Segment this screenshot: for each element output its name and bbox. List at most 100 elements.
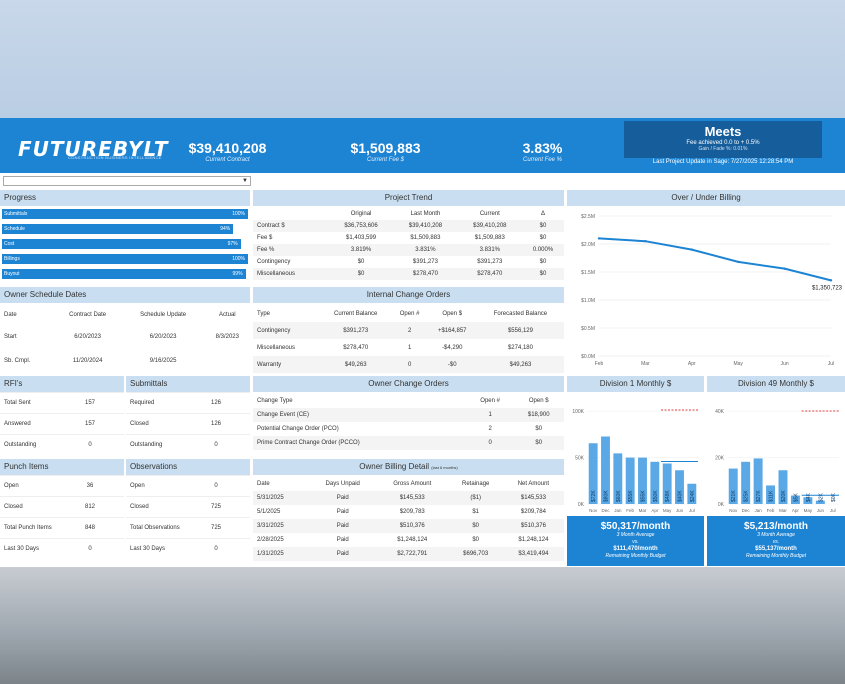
table-row: Fee $ $1,403,599 $1,509,883 $1,509,883 $0 (253, 232, 564, 244)
bar-value-label: $48K (665, 490, 671, 502)
table-cell: Miscellaneous (253, 268, 329, 280)
bar-value-label: $24K (690, 490, 696, 502)
table-header: Type (257, 310, 271, 317)
table-cell: $39,410,208 (393, 220, 458, 232)
progress-bar-fill: Buyout 99% (2, 269, 246, 279)
data-point (737, 260, 740, 264)
observations-panel: Observations Open 0 Closed 725 Total Obser… (126, 459, 250, 565)
y-tick-label: $1.5M (581, 270, 595, 276)
y-tick-label: $0.0M (581, 354, 595, 360)
table-row: Start 6/20/2023 6/20/2023 8/3/2023 (0, 325, 250, 349)
bar-value-label: $60K (616, 490, 622, 502)
billing-title: Owner Billing Detail (359, 462, 430, 471)
kpi-label: Current Fee % (522, 157, 562, 163)
table-cell: Fee $ (257, 235, 273, 241)
x-tick-label: Feb (595, 361, 604, 367)
item-value: 157 (84, 421, 95, 427)
punch-list: Open 36 Closed 812 Total Punch Items 848 La… (0, 475, 124, 559)
table-row: Miscellaneous $0 $278,470 $278,470 $0 (253, 268, 564, 280)
table-cell: 1/31/2025 (253, 547, 310, 561)
table-row: 5/31/2025 Paid $145,533 ($1) $145,533 (253, 491, 564, 505)
table-header: Retainage (462, 481, 490, 487)
x-tick-label: May (804, 508, 813, 513)
y-tick-label: $0.5M (581, 326, 595, 332)
table-cell: $1,509,883 (410, 235, 441, 241)
y-tick-label: 50K (575, 456, 585, 462)
panel-title: Owner Change Orders (253, 376, 564, 392)
list-item: Closed 126 (126, 413, 250, 434)
item-value: 157 (84, 400, 95, 406)
table-cell: $49,263 (319, 356, 392, 373)
item-label: Closed (4, 504, 23, 510)
project-trend-panel: Project Trend Original Last Month Current Δ… (253, 190, 564, 285)
submittals-list: Required 126 Closed 126 Outstanding 0 (126, 392, 250, 455)
x-tick-label: Mar (779, 508, 787, 513)
x-tick-label: Jan (614, 508, 622, 513)
item-label: Closed (130, 421, 149, 427)
over-under-panel: Over / Under Billing $2.5M $2.0M $1.5M $1.0… (567, 190, 845, 372)
x-tick-label: Jan (754, 508, 762, 513)
table-header: Current (479, 211, 500, 217)
panel-title: Owner Schedule Dates (0, 287, 250, 303)
item-value: 0 (88, 442, 92, 448)
submittals-panel: Submittals Required 126 Closed 126 Outstan… (126, 376, 250, 456)
x-tick-label: Mar (641, 361, 650, 367)
table-cell: Fee % (253, 244, 329, 256)
table-cell: $49,263 (476, 356, 564, 373)
x-tick-label: Feb (767, 508, 775, 513)
div49-remaining: $55,137/month (755, 546, 797, 552)
table-cell (205, 349, 250, 373)
bar-value-label: $4K (806, 492, 812, 502)
project-select[interactable]: ▼ (3, 176, 251, 186)
x-tick-label: Jun (676, 508, 684, 513)
item-label: Total Punch Items (4, 525, 52, 531)
table-cell: 8/3/2023 (215, 334, 239, 340)
bar-value-label: $11K (769, 490, 775, 502)
bar-value-label: $27K (756, 490, 762, 502)
table-cell: 6/20/2023 (74, 334, 101, 340)
table-cell: Paid (336, 509, 349, 515)
progress-row: Submittals 100% (2, 209, 248, 221)
data-point (783, 267, 786, 270)
fee-status-box: Meets Fee achieved 0.0 to + 0.5% Gain / … (624, 121, 822, 158)
panel-title: Internal Change Orders (253, 287, 564, 303)
summary-text: vs. (772, 539, 780, 545)
series-line (598, 237, 832, 282)
x-tick-label: Apr (688, 361, 696, 367)
list-item: Answered 157 (0, 413, 124, 434)
table-header: Schedule Update (140, 312, 187, 318)
schedule-panel: Owner Schedule Dates Date Contract Date … (0, 287, 250, 372)
item-label: Outstanding (4, 442, 37, 448)
table-cell: Paid (309, 519, 376, 533)
table-header: Net Amount (517, 481, 550, 487)
table-cell: $0 (357, 259, 365, 265)
table-cell: $1 (472, 509, 480, 515)
item-label: Open (130, 483, 145, 489)
table-cell: Paid (336, 537, 349, 543)
item-label: Answered (4, 421, 31, 427)
bar (815, 500, 825, 504)
owner-change-orders-panel: Owner Change Orders Change Type Open # Ope… (253, 376, 564, 456)
progress-label: Buyout (4, 271, 20, 277)
billing-table: Date Days Unpaid Gross Amount Retainage Net … (253, 477, 564, 561)
table-cell: $1,248,124 (397, 537, 428, 543)
table-header: Open $ (528, 398, 549, 404)
item-label: Required (130, 400, 155, 406)
table-cell: Warranty (253, 356, 320, 373)
table-cell: $2,722,791 (375, 547, 449, 561)
list-item: Required 126 (126, 392, 250, 413)
table-header: Open # (480, 398, 500, 404)
table-cell: 3.831% (457, 244, 523, 256)
bar (675, 470, 684, 504)
x-tick-label: Mar (639, 508, 647, 513)
bar-value-label: $72K (591, 490, 597, 502)
table-cell: $278,470 (457, 268, 523, 280)
table-row: 1/31/2025 Paid $2,722,791 $696,703 $3,419,49… (253, 547, 564, 561)
y-tick-label: 0K (578, 502, 585, 508)
table-row: Warranty $49,263 0 -$0 $49,263 (253, 356, 564, 373)
progress-percent: 100% (232, 211, 245, 217)
observations-list: Open 0 Closed 725 Total Observations 725 La… (126, 475, 250, 559)
table-header: Gross Amount (393, 481, 432, 487)
summary-text: Remaining Monthly Budget (745, 553, 807, 559)
chevron-down-icon: ▼ (242, 178, 248, 184)
